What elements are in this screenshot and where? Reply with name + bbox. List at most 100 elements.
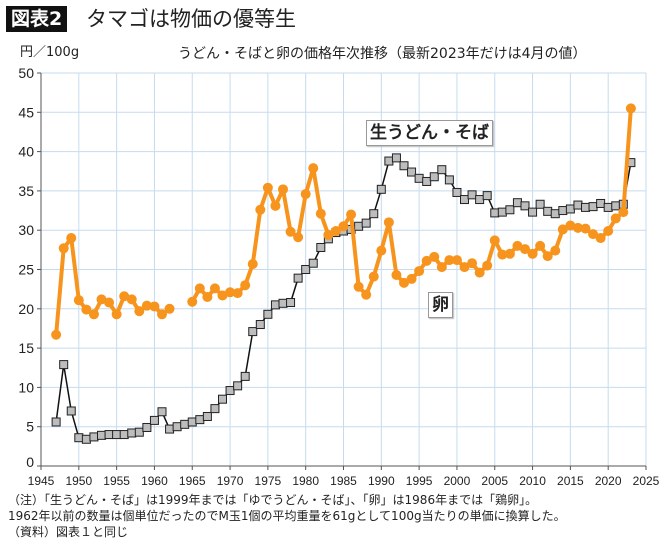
series-label-egg: 卵 (428, 292, 453, 318)
egg-point (391, 270, 402, 281)
udon-point (391, 153, 401, 163)
egg-point (406, 273, 417, 284)
egg-point (565, 220, 576, 231)
egg-point (361, 289, 372, 300)
udon-point (429, 172, 439, 182)
egg-point (308, 163, 319, 174)
egg-point (134, 306, 145, 317)
y-tick-label: 15 (18, 340, 34, 356)
egg-point (330, 225, 341, 236)
egg-point (255, 204, 266, 215)
figure-badge: 図表2 (6, 6, 68, 32)
egg-point (88, 309, 99, 320)
udon-point (157, 407, 167, 417)
note-1: （注）「生うどん・そば」は1999年までは「ゆでうどん・そば」、「卵」は1986… (8, 493, 538, 507)
egg-point (444, 255, 455, 266)
egg-point (278, 184, 288, 195)
egg-point (557, 224, 568, 235)
egg-point (542, 251, 553, 262)
y-tick-label: 25 (18, 262, 34, 278)
x-tick-label: 2005 (481, 474, 508, 488)
udon-point (127, 428, 137, 438)
egg-point (262, 182, 273, 193)
udon-point (142, 422, 152, 432)
y-tick-label: 5 (26, 419, 34, 435)
source-note: （資料）図表１と同じ (8, 525, 129, 539)
x-tick-label: 2010 (519, 474, 546, 488)
egg-point (383, 217, 394, 228)
udon-point (444, 175, 454, 185)
udon-point (422, 176, 432, 186)
udon-point (210, 404, 220, 414)
udon-point (558, 206, 568, 216)
udon-point (565, 204, 575, 214)
udon-point (376, 184, 386, 194)
egg-point (104, 297, 115, 308)
udon-point (550, 209, 560, 219)
udon-point (187, 417, 197, 427)
egg-point (535, 240, 546, 251)
egg-line (54, 236, 171, 335)
udon-point (218, 394, 227, 404)
udon-point (308, 258, 318, 268)
x-tick-label: 1985 (330, 474, 357, 488)
egg-point (96, 294, 107, 305)
y-axis-label: 円／100g (20, 45, 80, 60)
udon-point (293, 273, 303, 283)
egg-point (618, 207, 629, 218)
egg-point (520, 244, 530, 255)
egg-point (119, 291, 130, 302)
udon-point (535, 199, 545, 209)
udon-point (520, 201, 530, 211)
egg-point (550, 245, 561, 256)
egg-point (81, 304, 92, 315)
egg-point (376, 245, 387, 256)
series-label-udon: 生うどん・そば (366, 120, 493, 146)
egg-point (141, 300, 152, 311)
udon-point (505, 205, 515, 215)
udon-point (452, 187, 462, 197)
egg-point (451, 255, 462, 266)
udon-point (361, 218, 371, 228)
egg-point (73, 295, 84, 306)
x-tick-label: 1965 (179, 474, 206, 488)
egg-point (338, 221, 349, 232)
egg-point (588, 229, 599, 240)
udon-point (225, 386, 235, 396)
egg-point (603, 225, 614, 236)
egg-point (414, 266, 425, 277)
udon-point (263, 309, 273, 319)
figure-title: タマゴは物価の優等生 (86, 7, 296, 31)
egg-point (595, 233, 606, 244)
udon-point (467, 190, 477, 200)
egg-point (293, 232, 304, 243)
egg-point (572, 222, 583, 233)
egg-point (399, 277, 409, 288)
x-tick-label: 1975 (255, 474, 282, 488)
egg-point (232, 288, 243, 299)
udon-point (437, 165, 447, 175)
udon-point (134, 427, 144, 437)
udon-point (240, 371, 250, 381)
note-2: 1962年以前の数量は個単位だったのでM玉1個の平均重量を61gとして100g当… (8, 509, 566, 523)
egg-point (429, 251, 440, 262)
x-tick-label: 1960 (141, 474, 168, 488)
y-tick-label: 0 (26, 454, 34, 470)
udon-point (89, 432, 99, 442)
egg-point (209, 283, 220, 294)
egg-point (285, 226, 296, 237)
y-tick-label: 45 (18, 104, 34, 120)
egg-point (436, 262, 447, 273)
udon-point (596, 198, 606, 208)
egg-point (240, 280, 251, 291)
udon-point (165, 424, 175, 434)
udon-point (407, 167, 417, 177)
egg-point (164, 303, 175, 314)
egg-point (300, 189, 311, 200)
egg-point (323, 229, 334, 240)
udon-point (581, 202, 590, 212)
egg-point (504, 248, 515, 259)
egg-point (625, 103, 636, 114)
egg-point (527, 248, 538, 259)
